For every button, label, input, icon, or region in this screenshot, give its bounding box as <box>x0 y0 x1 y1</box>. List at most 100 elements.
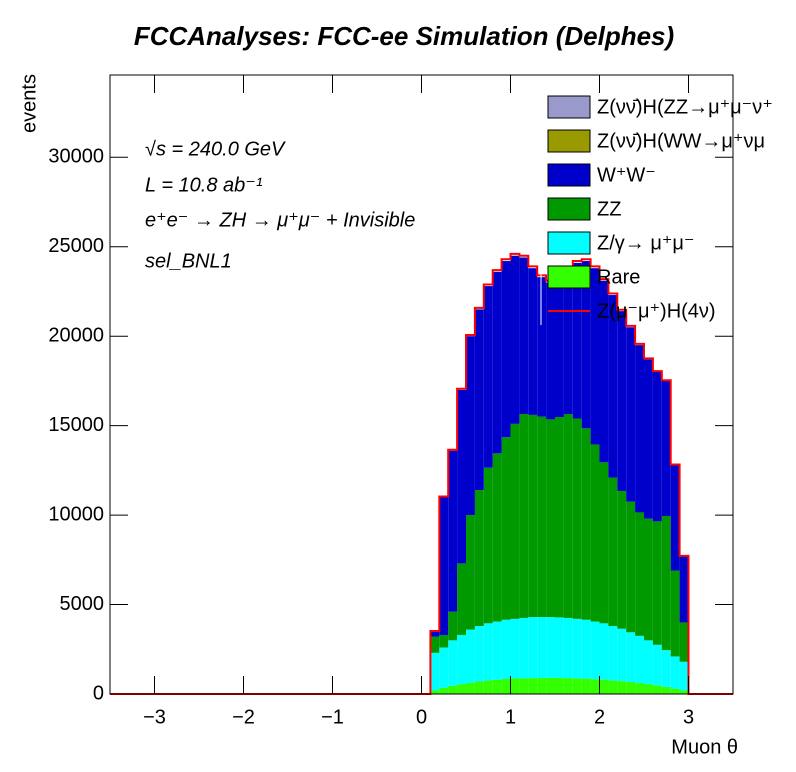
legend-swatch <box>547 231 591 255</box>
hist-bar <box>652 521 662 645</box>
hist-bar <box>644 518 653 641</box>
hist-bar <box>617 628 627 682</box>
hist-bar <box>608 680 618 694</box>
y-tick-label: 0 <box>93 682 104 704</box>
hist-bar <box>590 621 600 680</box>
x-tick-label: −3 <box>143 706 166 728</box>
legend-label: Z(μ⁻μ⁺)H(4ν) <box>597 300 716 322</box>
x-tick-label: 1 <box>505 706 516 728</box>
x-tick-label: 3 <box>683 706 694 728</box>
hist-bar <box>599 280 609 463</box>
hist-bar <box>510 255 520 424</box>
legend-swatch <box>547 95 591 119</box>
hist-bar <box>599 679 609 694</box>
hist-bar <box>501 678 511 694</box>
hist-bar <box>474 681 484 694</box>
hist-bar <box>466 336 475 516</box>
legend-swatch <box>547 265 591 289</box>
hist-bar <box>483 680 493 694</box>
annotation: √s = 240.0 GeV <box>145 138 286 160</box>
hist-bar <box>457 634 466 685</box>
hist-bar <box>537 416 547 618</box>
legend-label: ZZ <box>597 198 621 220</box>
hist-bar <box>644 684 653 694</box>
hist-bar <box>519 414 529 618</box>
hist-bar <box>528 268 538 415</box>
hist-bar <box>519 617 529 679</box>
hist-bar <box>439 647 449 688</box>
hist-bar <box>510 618 520 679</box>
y-tick-label: 30000 <box>48 146 104 168</box>
hist-bar <box>581 261 591 429</box>
hist-bar <box>635 683 644 694</box>
hist-bar <box>652 371 662 522</box>
legend-label: Z/γ→ μ⁺μ⁻ <box>597 232 695 254</box>
hist-bar <box>679 661 689 691</box>
legend-label: Rare <box>597 266 640 288</box>
hist-bar <box>626 327 636 502</box>
hist-bar <box>519 678 529 694</box>
y-tick-label: 20000 <box>48 324 104 346</box>
hist-bar <box>563 414 573 618</box>
hist-bar <box>528 678 538 694</box>
hist-bar <box>661 380 671 516</box>
y-tick-label: 15000 <box>48 414 104 436</box>
hist-bar <box>546 677 555 694</box>
hist-bar <box>572 678 582 694</box>
hist-bar <box>626 632 636 683</box>
annotation: L = 10.8 ab⁻¹ <box>145 174 263 196</box>
hist-bar <box>644 359 653 519</box>
hist-bar <box>679 690 689 694</box>
legend-label: Z(νν̄)H(WW→μ⁺νμ <box>597 130 765 152</box>
x-tick-label: 0 <box>416 706 427 728</box>
hist-bar <box>448 611 458 641</box>
hist-bar <box>457 563 466 635</box>
hist-bar <box>546 419 555 618</box>
hist-bar <box>626 501 636 633</box>
hist-bar <box>492 453 502 622</box>
hist-bar <box>519 257 529 415</box>
hist-bar <box>430 652 440 691</box>
hist-bar <box>590 444 600 622</box>
hist-bar <box>572 262 582 419</box>
hist-bar <box>590 268 600 445</box>
hist-bar <box>448 685 458 694</box>
hist-bar <box>563 678 573 694</box>
x-axis-label: Muon θ <box>671 736 738 758</box>
hist-bar <box>528 617 538 679</box>
hist-bar <box>652 685 662 694</box>
hist-bar <box>439 634 449 648</box>
hist-bar <box>652 644 662 686</box>
hist-bar <box>555 417 564 618</box>
hist-bar <box>457 389 466 564</box>
hist-bar <box>581 428 591 620</box>
hist-bar <box>474 490 484 627</box>
hist-bar <box>563 617 573 679</box>
hist-bar <box>510 678 520 694</box>
y-tick-label: 5000 <box>60 593 105 615</box>
hist-bar <box>608 477 618 627</box>
hist-bar <box>581 619 591 679</box>
hist-bar <box>644 640 653 685</box>
legend-swatch <box>547 197 591 221</box>
hist-bar <box>635 512 644 636</box>
hist-bar <box>608 295 618 478</box>
hist-bar <box>492 271 502 454</box>
hist-bar <box>581 678 591 694</box>
hist-bar <box>626 682 636 694</box>
hist-bar <box>555 677 564 694</box>
hist-bar <box>670 465 680 571</box>
hist-bar <box>448 640 458 686</box>
hist-bar <box>439 497 449 635</box>
hist-bar <box>572 418 582 619</box>
annotation: e⁺e⁻ → ZH → μ⁺μ⁻ + Invisible <box>145 209 415 231</box>
hist-bar <box>546 282 555 420</box>
hist-bar <box>670 688 680 694</box>
hist-bar <box>510 423 520 619</box>
hist-bar <box>466 682 475 694</box>
hist-bar <box>483 286 493 468</box>
hist-bar <box>430 631 440 637</box>
hist-bar <box>430 690 440 694</box>
hist-bar <box>670 656 680 689</box>
